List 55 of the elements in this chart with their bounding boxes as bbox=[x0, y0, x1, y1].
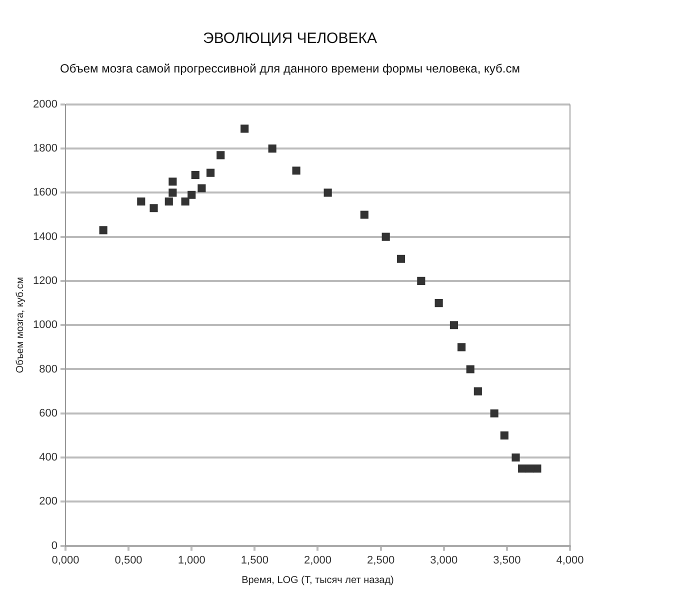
point bbox=[526, 464, 534, 473]
x-tick-label: 0,000 bbox=[52, 554, 80, 566]
point bbox=[268, 144, 276, 153]
point bbox=[198, 184, 206, 192]
y-tick-label: 1200 bbox=[32, 274, 58, 287]
point bbox=[150, 204, 158, 212]
y-tick-label: 1800 bbox=[32, 142, 58, 155]
point bbox=[512, 453, 520, 462]
point bbox=[450, 321, 458, 330]
point bbox=[181, 197, 190, 206]
y-tick-label: 400 bbox=[39, 452, 58, 464]
point bbox=[396, 254, 406, 263]
point bbox=[382, 232, 390, 241]
y-tick-label: 1400 bbox=[32, 230, 58, 243]
point bbox=[466, 365, 474, 374]
x-tick-label: 3,500 bbox=[493, 554, 521, 566]
y-tick-label: 200 bbox=[39, 496, 58, 508]
y-axis-title: Объем мозга, куб.см bbox=[14, 276, 26, 374]
point bbox=[533, 464, 542, 473]
point bbox=[518, 464, 526, 473]
chart-subtitle: Объем мозга самой прогрессивной для данного времени формы человека, куб.см bbox=[60, 62, 520, 76]
point bbox=[206, 168, 215, 177]
x-tick-label: 3,000 bbox=[430, 554, 458, 566]
y-tick-label: 600 bbox=[39, 407, 58, 420]
point bbox=[188, 190, 196, 199]
point bbox=[99, 226, 108, 234]
x-tick-label: 2,500 bbox=[367, 554, 395, 566]
point bbox=[324, 188, 332, 197]
point bbox=[360, 210, 368, 219]
point bbox=[417, 276, 426, 285]
point bbox=[168, 178, 177, 186]
y-tick-label: 0 bbox=[51, 540, 58, 552]
point bbox=[490, 409, 498, 418]
point bbox=[216, 151, 225, 160]
point bbox=[292, 166, 300, 175]
y-tick-label: 2000 bbox=[32, 98, 58, 110]
y-tick-label: 1000 bbox=[32, 319, 58, 332]
x-tick-label: 4,000 bbox=[556, 554, 584, 566]
point bbox=[168, 188, 177, 197]
point bbox=[457, 343, 466, 352]
y-tick-label: 1600 bbox=[32, 186, 58, 199]
chart-title: ЭВОЛЮЦИЯ ЧЕЛОВЕКА bbox=[203, 30, 377, 48]
point bbox=[164, 197, 173, 206]
x-tick-label: 0,500 bbox=[114, 554, 142, 566]
x-tick-label: 1,500 bbox=[240, 554, 268, 566]
x-tick-label: 1,000 bbox=[178, 554, 206, 566]
point bbox=[137, 197, 146, 206]
x-axis-title: Время, LOG (T, тысяч лет назад) bbox=[242, 574, 394, 586]
point bbox=[434, 298, 443, 308]
y-tick-label: 800 bbox=[39, 363, 58, 376]
point bbox=[474, 387, 482, 396]
point bbox=[500, 431, 508, 440]
point bbox=[191, 170, 200, 180]
point bbox=[240, 124, 249, 133]
x-tick-label: 2,000 bbox=[304, 554, 332, 566]
